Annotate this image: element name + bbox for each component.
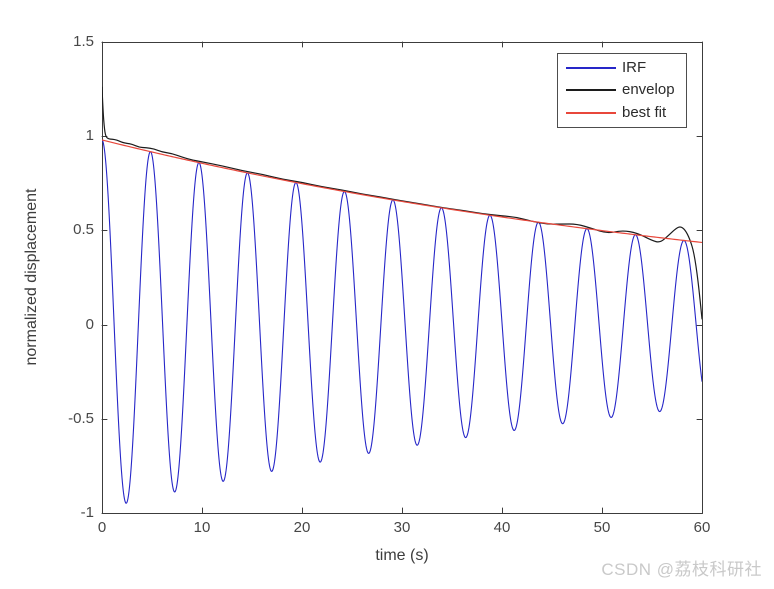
legend-label-envelop: envelop [622, 81, 675, 99]
legend-item-envelop: envelop [558, 82, 686, 98]
y-tick-label-0: 0 [85, 315, 94, 333]
x-tick-label-50: 50 [593, 519, 611, 536]
y-tick-label-1.5: 1.5 [73, 33, 94, 50]
legend-line-sample-envelop [566, 89, 616, 92]
x-tick-label-0: 0 [97, 519, 107, 536]
watermark: CSDN @荔枝科研社 [601, 560, 762, 579]
x-tick-label-20: 20 [293, 519, 311, 536]
legend: IRF envelop best fit [557, 53, 687, 128]
legend-item-irf: IRF [558, 60, 686, 76]
x-axis-label: time (s) [375, 547, 429, 564]
y-tick-label-0.5: 0.5 [73, 221, 94, 239]
y-tick-label--0.5: -0.5 [68, 409, 94, 427]
y-tick-label--1: -1 [80, 504, 94, 521]
x-tick-label-60: 60 [693, 519, 711, 536]
x-tick-label-10: 10 [193, 519, 211, 536]
legend-line-sample-irf [566, 67, 616, 70]
legend-label-irf: IRF [622, 59, 647, 77]
legend-item-best-fit: best fit [558, 103, 686, 121]
legend-label-best-fit: best fit [622, 103, 667, 121]
legend-line-sample-best-fit [566, 111, 616, 114]
y-axis-label: normalized displacement [23, 188, 40, 366]
x-tick-label-30: 30 [393, 519, 411, 536]
y-tick-label-1: 1 [85, 127, 94, 145]
x-tick-label-40: 40 [493, 519, 511, 536]
